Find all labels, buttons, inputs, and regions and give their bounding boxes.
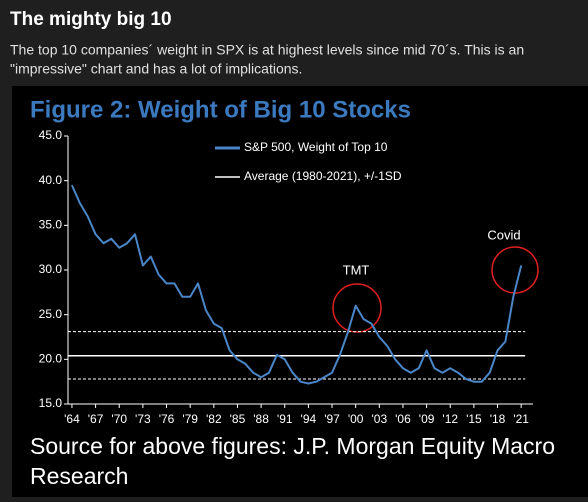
x-tick-label: '00 [348, 412, 364, 426]
x-tick-label: '15 [466, 412, 482, 426]
x-tick-label: '03 [371, 412, 387, 426]
source-text: Source for above figures: J.P. Morgan Eq… [30, 433, 555, 459]
y-tick-label: 45.0 [39, 128, 63, 142]
y-tick-label: 20.0 [39, 352, 63, 366]
x-tick-label: '85 [230, 412, 246, 426]
annotation-circle [332, 283, 382, 333]
y-tick-label: 40.0 [39, 173, 63, 187]
x-tick-label: '09 [419, 412, 435, 426]
post-text: "impressive" chart and has a lot of impl… [10, 61, 302, 77]
x-tick-label: '70 [111, 412, 127, 426]
series-line [70, 184, 523, 385]
x-tick-label: '21 [513, 412, 529, 426]
x-tick-label: '67 [88, 412, 104, 426]
annotation: Covid [487, 227, 520, 242]
x-tick-label: '79 [182, 412, 198, 426]
x-tick-label: '97 [324, 412, 340, 426]
y-tick-label: 30.0 [39, 262, 63, 276]
legend-label: S&P 500, Weight of Top 10 [244, 140, 388, 154]
plot: 15.0 20.0 25.0 30.0 35.0 40.0 45.0 '64 '67 '70 '73… [39, 128, 533, 426]
post-title: The mighty big 10 [10, 9, 172, 30]
legend-label: Average (1980-2021), +/-1SD [244, 169, 402, 183]
chart-image [12, 86, 588, 497]
x-tick-label: '18 [490, 412, 506, 426]
x-tick-label: '64 [64, 412, 80, 426]
y-tick-label: 15.0 [39, 396, 63, 410]
x-tick-label: '76 [159, 412, 175, 426]
annotation: TMT [343, 262, 370, 277]
x-tick-label: '73 [135, 412, 151, 426]
x-tick-label: '91 [277, 412, 293, 426]
y-tick-label: 35.0 [39, 218, 63, 232]
x-tick-label: '12 [442, 412, 458, 426]
x-tick-label: '82 [206, 412, 222, 426]
y-tick-label: 25.0 [39, 307, 63, 321]
x-tick-label: '88 [253, 412, 269, 426]
post-text: The top 10 companies´ weight in SPX is a… [10, 42, 524, 58]
x-tick-label: '06 [395, 412, 411, 426]
source-text: Research [30, 463, 128, 489]
x-tick-label: '94 [301, 412, 317, 426]
chart-title: Figure 2: Weight of Big 10 Stocks [30, 96, 411, 123]
